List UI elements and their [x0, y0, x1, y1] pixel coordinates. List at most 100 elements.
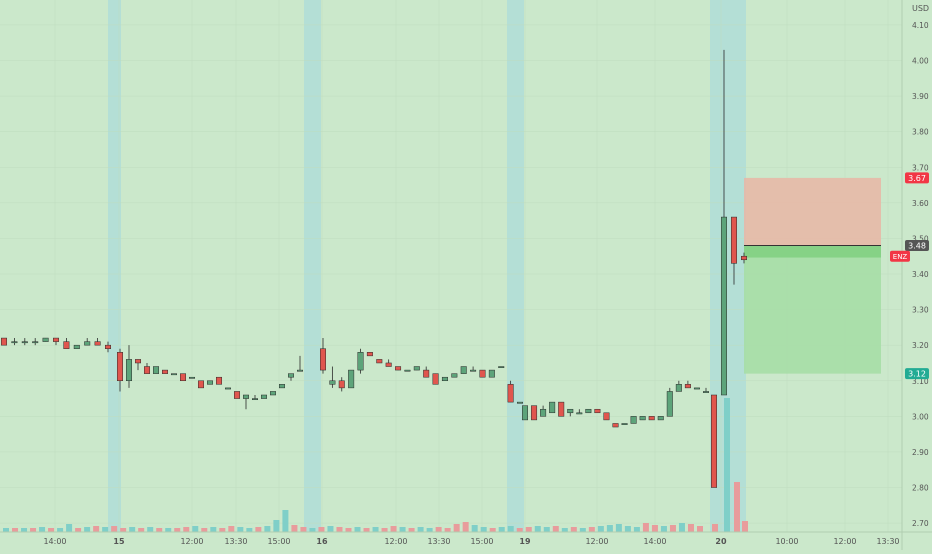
volume-bar [642, 523, 649, 532]
candle [404, 369, 411, 372]
candle [1, 337, 7, 346]
candle [117, 348, 123, 392]
candle [567, 408, 574, 417]
time-axis-label: 14:00 [43, 537, 66, 546]
volume-bar [471, 525, 478, 532]
candle [73, 344, 80, 349]
time-axis-label: 15 [113, 537, 125, 546]
volume-bar [552, 526, 559, 532]
candle [376, 359, 383, 364]
time-axis-label: 15:00 [267, 537, 290, 546]
stop-loss-zone[interactable] [744, 177, 881, 246]
candle [479, 369, 486, 378]
candle [721, 49, 727, 396]
currency-label: USD [912, 4, 929, 13]
candle [153, 366, 159, 374]
volume-bar [291, 525, 298, 532]
time-axis-label: 16 [316, 537, 328, 546]
volume-bar [489, 528, 496, 532]
time-axis-label: 12:00 [384, 537, 407, 546]
candle [357, 348, 364, 374]
candle [731, 216, 737, 285]
volume-bar [156, 528, 163, 532]
volume-bar [66, 524, 73, 532]
time-axis[interactable]: 14:00 15 12:00 13:30 15:00 16 12:00 13:30 15:00 1… [43, 537, 899, 546]
time-axis-label: 19 [519, 537, 531, 546]
volume-bar [633, 527, 640, 532]
candle [162, 369, 168, 374]
target-badge: 3.12 [905, 368, 929, 380]
candle [329, 366, 336, 388]
volume-bar [372, 527, 379, 532]
volume-bar [129, 527, 136, 532]
candle [711, 394, 717, 488]
target-badge-text: 3.12 [908, 370, 926, 379]
candle [53, 337, 59, 346]
candle [207, 380, 213, 385]
time-axis-label: 13:30 [427, 537, 450, 546]
candle [338, 377, 345, 392]
price-tick-label: 3.30 [912, 306, 929, 315]
volume-bar [669, 525, 676, 532]
position-tool[interactable] [744, 177, 881, 374]
volume-bar [237, 527, 244, 532]
volume-bar [588, 527, 595, 532]
candle [470, 366, 477, 372]
volume-bar [687, 524, 694, 532]
volume-bar [300, 527, 307, 532]
volume-bar [138, 528, 145, 532]
candle [603, 412, 610, 421]
volume-bar [201, 528, 208, 532]
symbol-badge: ENZ [890, 250, 910, 262]
candle [423, 366, 430, 378]
candle [171, 373, 177, 376]
price-tick-label: 3.90 [912, 92, 929, 101]
candle [279, 384, 285, 389]
symbol-badge-text: ENZ [893, 253, 908, 261]
candle [320, 338, 326, 374]
volume-bar [697, 526, 703, 532]
price-axis[interactable]: USD 4.10 4.00 3.90 3.80 3.70 3.60 3.50 3.40 3.30… [912, 4, 929, 528]
volume-bar [354, 527, 361, 532]
volume-bars [3, 398, 748, 532]
price-tick-label: 3.40 [912, 270, 929, 279]
price-tick-label: 2.90 [912, 448, 929, 457]
price-tick-label: 3.10 [912, 377, 929, 386]
take-profit-zone[interactable] [744, 245, 881, 374]
volume-bar [579, 528, 586, 532]
volume-bar [39, 527, 46, 532]
volume-bar [651, 525, 658, 532]
candle [63, 338, 70, 349]
candle [576, 409, 583, 415]
candle [666, 387, 673, 417]
candle [460, 366, 467, 374]
candle [522, 405, 528, 421]
price-tick-label: 3.20 [912, 341, 929, 350]
candle [395, 366, 402, 371]
volume-bar [742, 521, 748, 532]
stop-badge: 3.67 [905, 172, 929, 184]
entry-profit-strip [744, 245, 881, 258]
volume-bar [183, 527, 190, 532]
candle [105, 341, 111, 353]
candle [507, 380, 514, 403]
grid-lines [0, 0, 902, 532]
volume-bar [543, 527, 550, 532]
volume-bar [48, 528, 55, 532]
candle [348, 369, 355, 389]
volume-bar [318, 527, 325, 532]
candle [630, 416, 637, 424]
candle [441, 376, 448, 382]
volume-bar [273, 520, 280, 532]
candle [180, 373, 186, 382]
volume-bar [345, 528, 352, 532]
volume-bar [102, 527, 109, 532]
time-axis-label: 13:30 [876, 537, 899, 546]
volume-bar [678, 523, 685, 532]
candle [288, 373, 294, 381]
candle [385, 359, 392, 367]
volume-bar [57, 528, 64, 532]
candle [216, 376, 222, 385]
volume-bar [399, 527, 406, 532]
